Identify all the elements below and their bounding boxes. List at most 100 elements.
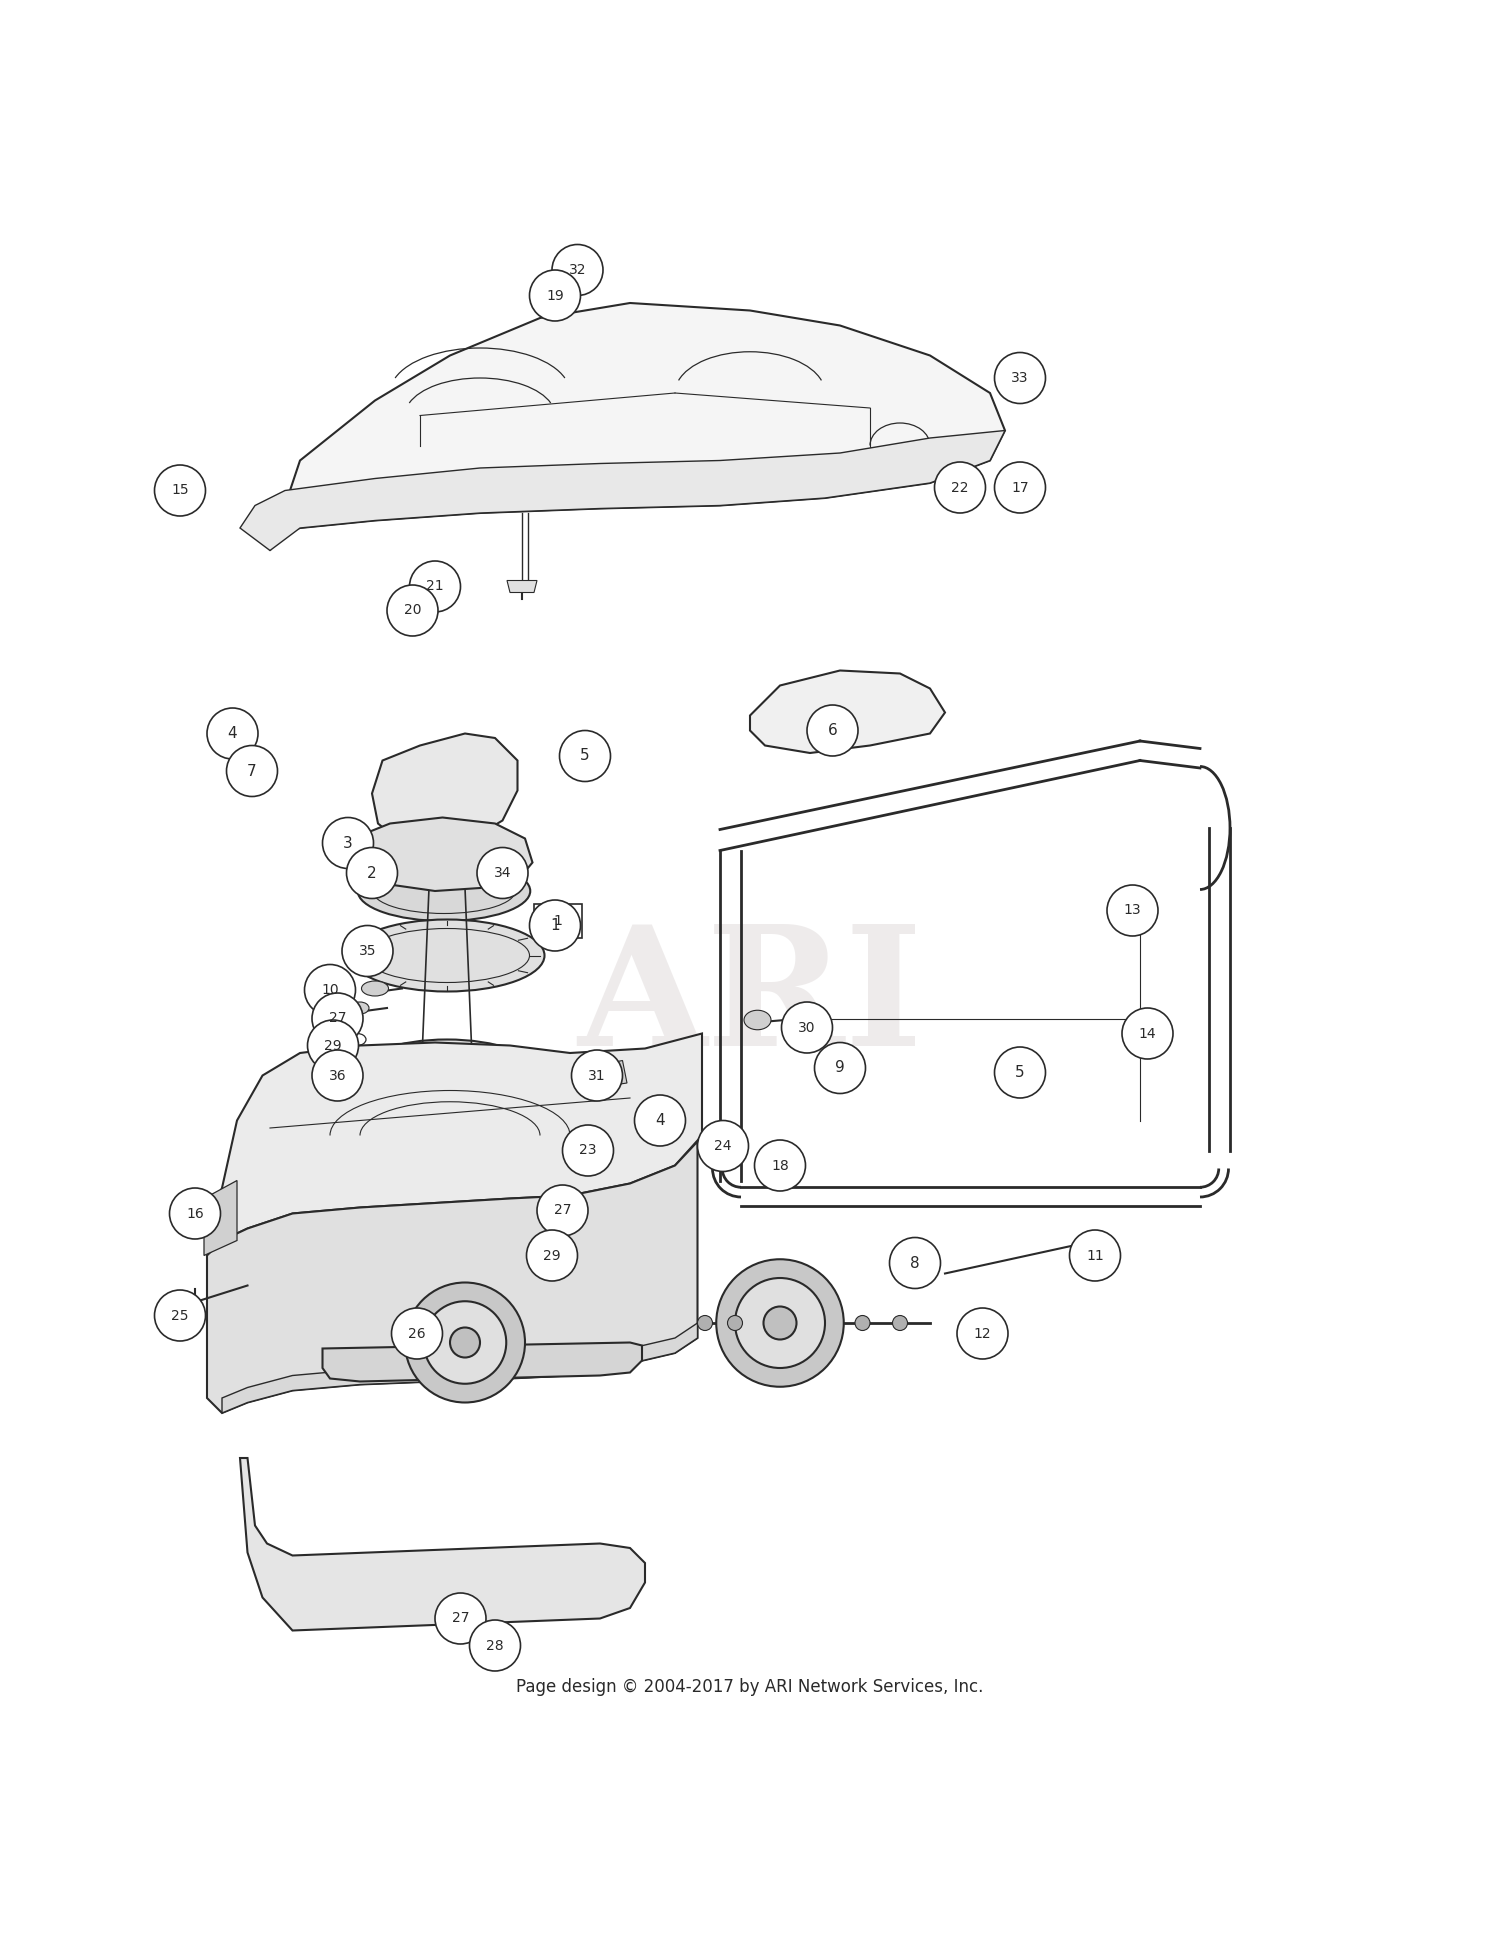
Circle shape xyxy=(342,926,393,976)
Text: 17: 17 xyxy=(1011,481,1029,495)
Text: 27: 27 xyxy=(452,1611,470,1625)
Ellipse shape xyxy=(855,1316,870,1330)
Ellipse shape xyxy=(423,1300,506,1384)
Circle shape xyxy=(207,708,258,759)
Circle shape xyxy=(526,1231,578,1281)
Ellipse shape xyxy=(357,1040,537,1106)
Circle shape xyxy=(537,1186,588,1236)
Text: 20: 20 xyxy=(404,604,422,617)
Circle shape xyxy=(312,1050,363,1101)
Text: 14: 14 xyxy=(1138,1027,1156,1040)
Circle shape xyxy=(562,1126,614,1176)
Text: 1: 1 xyxy=(554,914,562,928)
Ellipse shape xyxy=(350,920,544,992)
Text: 8: 8 xyxy=(910,1256,920,1271)
Text: 5: 5 xyxy=(1016,1066,1025,1079)
Ellipse shape xyxy=(771,1153,798,1172)
Text: 16: 16 xyxy=(186,1207,204,1221)
Text: 7: 7 xyxy=(248,763,256,778)
Text: 22: 22 xyxy=(951,481,969,495)
Polygon shape xyxy=(210,1033,702,1240)
Circle shape xyxy=(435,1594,486,1644)
Ellipse shape xyxy=(735,1277,825,1368)
Text: 35: 35 xyxy=(358,943,376,959)
Text: 1: 1 xyxy=(550,918,560,934)
Circle shape xyxy=(754,1139,806,1192)
Polygon shape xyxy=(592,1060,627,1087)
Circle shape xyxy=(994,1046,1045,1099)
Circle shape xyxy=(387,584,438,637)
Circle shape xyxy=(477,848,528,899)
Ellipse shape xyxy=(764,1306,796,1339)
Text: 4: 4 xyxy=(228,726,237,741)
Polygon shape xyxy=(507,580,537,592)
Text: 9: 9 xyxy=(836,1060,844,1075)
Text: 12: 12 xyxy=(974,1326,992,1341)
Ellipse shape xyxy=(351,1002,369,1013)
Polygon shape xyxy=(750,670,945,753)
Ellipse shape xyxy=(405,1283,525,1403)
Circle shape xyxy=(560,730,610,782)
Ellipse shape xyxy=(728,1316,742,1330)
Polygon shape xyxy=(357,817,532,891)
Circle shape xyxy=(392,1308,442,1359)
Circle shape xyxy=(304,965,355,1015)
Text: 32: 32 xyxy=(568,262,586,278)
Text: 11: 11 xyxy=(1086,1248,1104,1262)
Circle shape xyxy=(154,466,206,516)
Circle shape xyxy=(530,270,580,320)
Circle shape xyxy=(957,1308,1008,1359)
Circle shape xyxy=(815,1042,866,1093)
Circle shape xyxy=(154,1291,206,1341)
Polygon shape xyxy=(207,1141,698,1413)
Polygon shape xyxy=(222,1324,698,1413)
Text: 27: 27 xyxy=(554,1203,572,1217)
Circle shape xyxy=(890,1238,940,1289)
Circle shape xyxy=(552,245,603,295)
Ellipse shape xyxy=(357,862,531,920)
Circle shape xyxy=(572,1050,622,1101)
Text: 13: 13 xyxy=(1124,903,1142,918)
Text: 30: 30 xyxy=(798,1021,816,1035)
Circle shape xyxy=(1070,1231,1120,1281)
Ellipse shape xyxy=(717,1260,843,1386)
Text: Page design © 2004-2017 by ARI Network Services, Inc.: Page design © 2004-2017 by ARI Network S… xyxy=(516,1679,984,1696)
Text: 24: 24 xyxy=(714,1139,732,1153)
Polygon shape xyxy=(204,1180,237,1256)
Ellipse shape xyxy=(584,1139,602,1155)
Circle shape xyxy=(226,745,278,796)
Ellipse shape xyxy=(744,1009,771,1031)
Ellipse shape xyxy=(892,1316,908,1330)
Ellipse shape xyxy=(561,1201,576,1213)
Circle shape xyxy=(346,848,398,899)
Ellipse shape xyxy=(831,1050,864,1077)
Polygon shape xyxy=(240,1458,645,1630)
Circle shape xyxy=(530,901,580,951)
Ellipse shape xyxy=(362,980,388,996)
Text: 31: 31 xyxy=(588,1068,606,1083)
Circle shape xyxy=(1122,1007,1173,1060)
Circle shape xyxy=(807,705,858,755)
Ellipse shape xyxy=(657,1112,675,1128)
Text: 2: 2 xyxy=(368,866,376,881)
Ellipse shape xyxy=(576,741,603,765)
Text: 28: 28 xyxy=(486,1638,504,1652)
Polygon shape xyxy=(322,1343,642,1382)
Circle shape xyxy=(634,1095,686,1145)
Ellipse shape xyxy=(1007,1056,1040,1083)
Text: 25: 25 xyxy=(171,1308,189,1322)
Polygon shape xyxy=(240,431,1005,551)
Text: 27: 27 xyxy=(328,1011,346,1025)
Text: 3: 3 xyxy=(344,835,352,850)
Text: 23: 23 xyxy=(579,1143,597,1157)
Ellipse shape xyxy=(698,1316,712,1330)
FancyBboxPatch shape xyxy=(534,905,582,938)
Text: 10: 10 xyxy=(321,982,339,998)
Text: 19: 19 xyxy=(546,289,564,303)
Text: 15: 15 xyxy=(171,483,189,497)
Circle shape xyxy=(698,1120,748,1172)
Circle shape xyxy=(994,462,1045,512)
Polygon shape xyxy=(372,734,518,848)
Text: 36: 36 xyxy=(328,1068,346,1083)
Circle shape xyxy=(312,994,363,1044)
